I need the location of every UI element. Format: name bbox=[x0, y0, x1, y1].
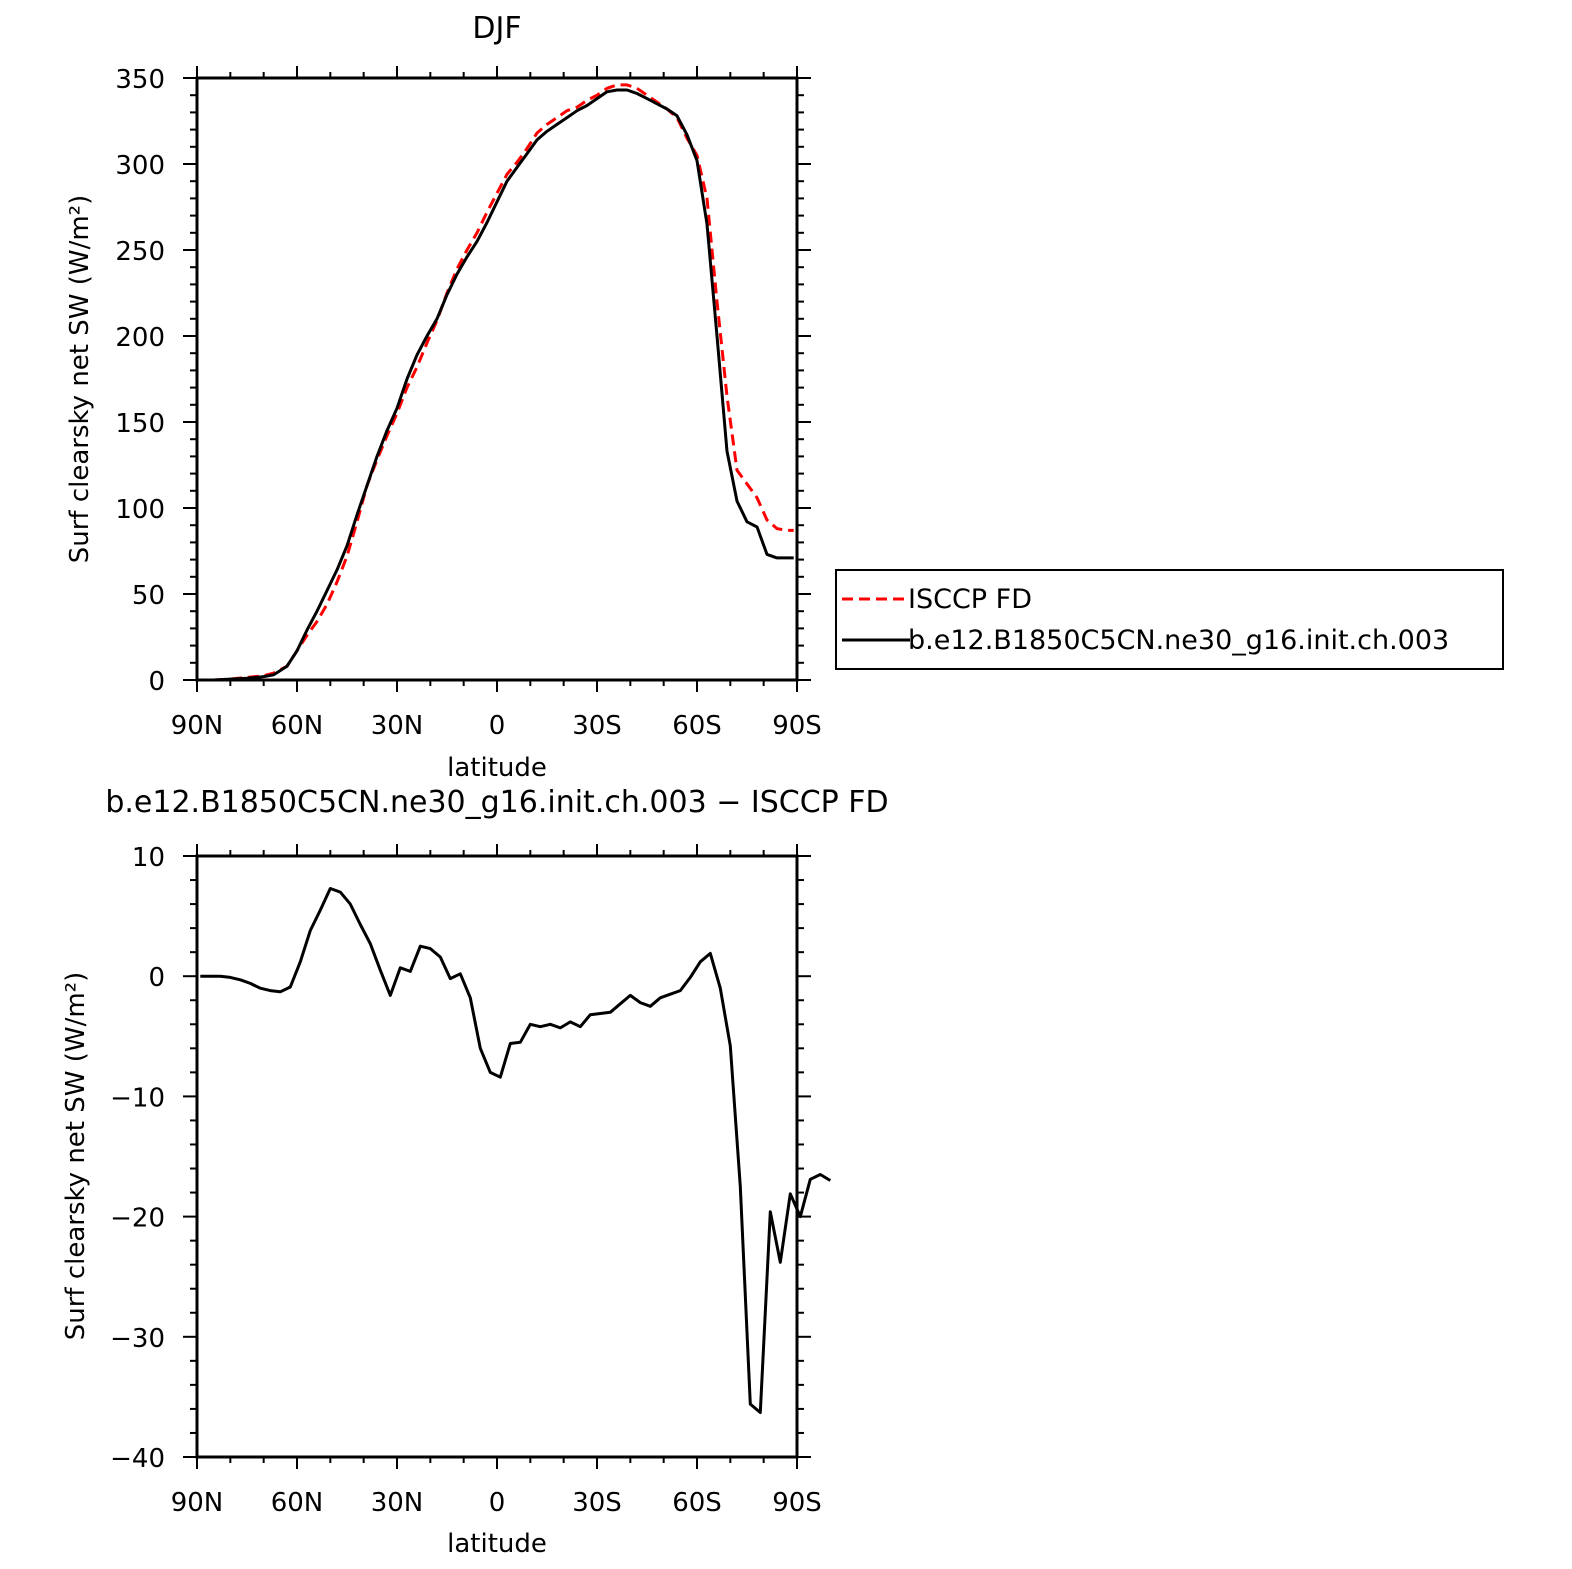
top-y-tick-labels: 0 50 100 150 200 250 300 350 bbox=[115, 65, 165, 697]
x-tick-label: 0 bbox=[489, 1488, 506, 1518]
x-tick-label: 90N bbox=[171, 1488, 224, 1518]
top-x-axis-label: latitude bbox=[447, 753, 547, 783]
y-tick-label: 200 bbox=[115, 323, 165, 353]
legend-box bbox=[835, 569, 1504, 670]
y-tick-label: −10 bbox=[110, 1083, 165, 1113]
y-tick-label: 10 bbox=[132, 843, 165, 873]
x-tick-label: 30N bbox=[371, 711, 424, 741]
bottom-x-axis-label: latitude bbox=[447, 1529, 547, 1559]
top-series-lines bbox=[197, 83, 794, 682]
x-tick-label: 90S bbox=[772, 711, 822, 741]
y-tick-label: −40 bbox=[110, 1444, 165, 1474]
bottom-series-lines bbox=[200, 887, 832, 1414]
y-tick-label: 300 bbox=[115, 151, 165, 181]
series-line-0 bbox=[200, 887, 832, 1414]
x-tick-label: 30S bbox=[572, 711, 622, 741]
series-line-1 bbox=[197, 88, 794, 682]
x-tick-label: 60S bbox=[672, 711, 722, 741]
top-panel: DJF 90N 60N 30N 0 30S 60S 90S 0 50 100 150 200 250 3… bbox=[65, 11, 822, 783]
x-tick-label: 90N bbox=[171, 711, 224, 741]
bottom-y-axis-label: Surf clearsky net SW (W/m²) bbox=[61, 972, 91, 1340]
y-tick-label: 250 bbox=[115, 237, 165, 267]
legend-label-model: b.e12.B1850C5CN.ne30_g16.init.ch.003 bbox=[908, 625, 1449, 656]
top-x-tick-labels: 90N 60N 30N 0 30S 60S 90S bbox=[171, 711, 822, 741]
x-tick-label: 60N bbox=[271, 1488, 324, 1518]
bottom-panel: b.e12.B1850C5CN.ne30_g16.init.ch.003 − I… bbox=[61, 785, 889, 1559]
bottom-chart-title: b.e12.B1850C5CN.ne30_g16.init.ch.003 − I… bbox=[105, 785, 888, 820]
legend-label-isccp: ISCCP FD bbox=[908, 584, 1032, 615]
series-line-0 bbox=[197, 83, 794, 682]
bottom-x-tick-labels: 90N 60N 30N 0 30S 60S 90S bbox=[171, 1488, 822, 1518]
y-tick-label: 100 bbox=[115, 495, 165, 525]
top-plot-frame bbox=[195, 76, 799, 682]
y-tick-label: 0 bbox=[148, 963, 165, 993]
top-axis-ticks bbox=[183, 66, 811, 692]
y-tick-label: 0 bbox=[148, 667, 165, 697]
y-tick-label: 50 bbox=[132, 581, 165, 611]
y-tick-label: 150 bbox=[115, 409, 165, 439]
y-tick-label: −20 bbox=[110, 1204, 165, 1234]
top-y-axis-label: Surf clearsky net SW (W/m²) bbox=[65, 195, 95, 563]
bottom-axis-ticks bbox=[183, 844, 811, 1469]
x-tick-label: 60N bbox=[271, 711, 324, 741]
bottom-plot-frame bbox=[195, 854, 799, 1459]
x-tick-label: 90S bbox=[772, 1488, 822, 1518]
x-tick-label: 30N bbox=[371, 1488, 424, 1518]
top-chart-title: DJF bbox=[472, 11, 521, 46]
y-tick-label: −30 bbox=[110, 1324, 165, 1354]
legend: ISCCP FD b.e12.B1850C5CN.ne30_g16.init.c… bbox=[835, 569, 1504, 670]
x-tick-label: 0 bbox=[489, 711, 506, 741]
x-tick-label: 60S bbox=[672, 1488, 722, 1518]
y-tick-label: 350 bbox=[115, 65, 165, 95]
x-tick-label: 30S bbox=[572, 1488, 622, 1518]
bottom-y-tick-labels: −40 −30 −20 −10 0 10 bbox=[110, 843, 165, 1474]
